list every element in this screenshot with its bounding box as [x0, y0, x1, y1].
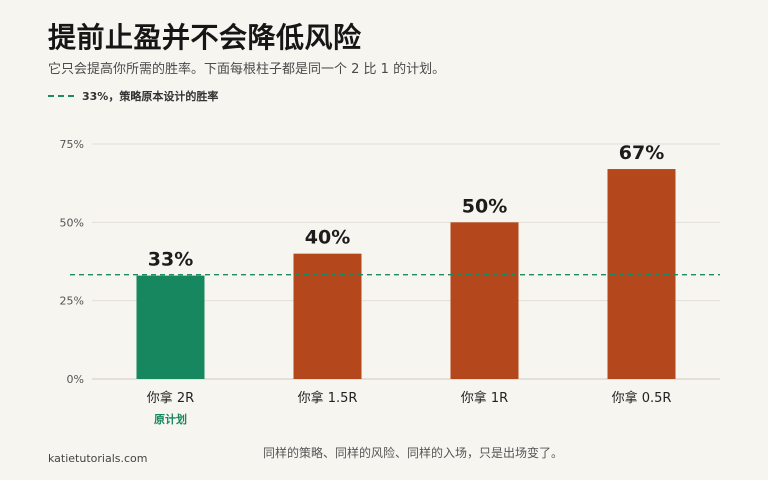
x-category-sublabel: 原计划 — [154, 412, 187, 426]
bar-value-label: 50% — [462, 195, 507, 217]
x-category-label: 你拿 2R — [147, 390, 194, 406]
bar-value-label: 40% — [305, 227, 350, 249]
y-tick-label: 50% — [60, 216, 84, 229]
x-category-label: 你拿 0.5R — [612, 390, 672, 406]
chart-subtitle: 它只会提高你所需的胜率。下面每根柱子都是同一个 2 比 1 的计划。 — [48, 62, 446, 77]
legend: 33%，策略原本设计的胜率 — [48, 88, 218, 104]
y-tick-label: 75% — [60, 138, 84, 151]
bar-value-label: 33% — [148, 249, 193, 271]
x-category-label: 你拿 1.5R — [298, 390, 358, 406]
legend-label: 33%，策略原本设计的胜率 — [82, 90, 219, 103]
chart-title: 提前止盈并不会降低风险 — [48, 21, 362, 54]
y-tick-label: 25% — [60, 295, 84, 308]
legend-dashed-line-swatch — [48, 95, 74, 97]
chart-footnote: 同样的策略、同样的风险、同样的入场，只是出场变了。 — [263, 446, 564, 460]
bar-value-label: 67% — [619, 142, 664, 164]
bar — [293, 253, 362, 379]
x-category-label: 你拿 1R — [461, 390, 508, 406]
y-tick-label: 0% — [67, 373, 84, 386]
bar — [450, 222, 519, 379]
bar-highlighted — [136, 275, 205, 379]
site-credit: katietutorials.com — [48, 452, 148, 465]
